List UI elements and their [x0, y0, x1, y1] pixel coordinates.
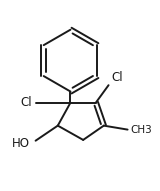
Text: CH3: CH3 — [131, 125, 152, 135]
Text: Cl: Cl — [21, 96, 32, 109]
Text: HO: HO — [12, 137, 30, 150]
Text: Cl: Cl — [112, 71, 123, 84]
